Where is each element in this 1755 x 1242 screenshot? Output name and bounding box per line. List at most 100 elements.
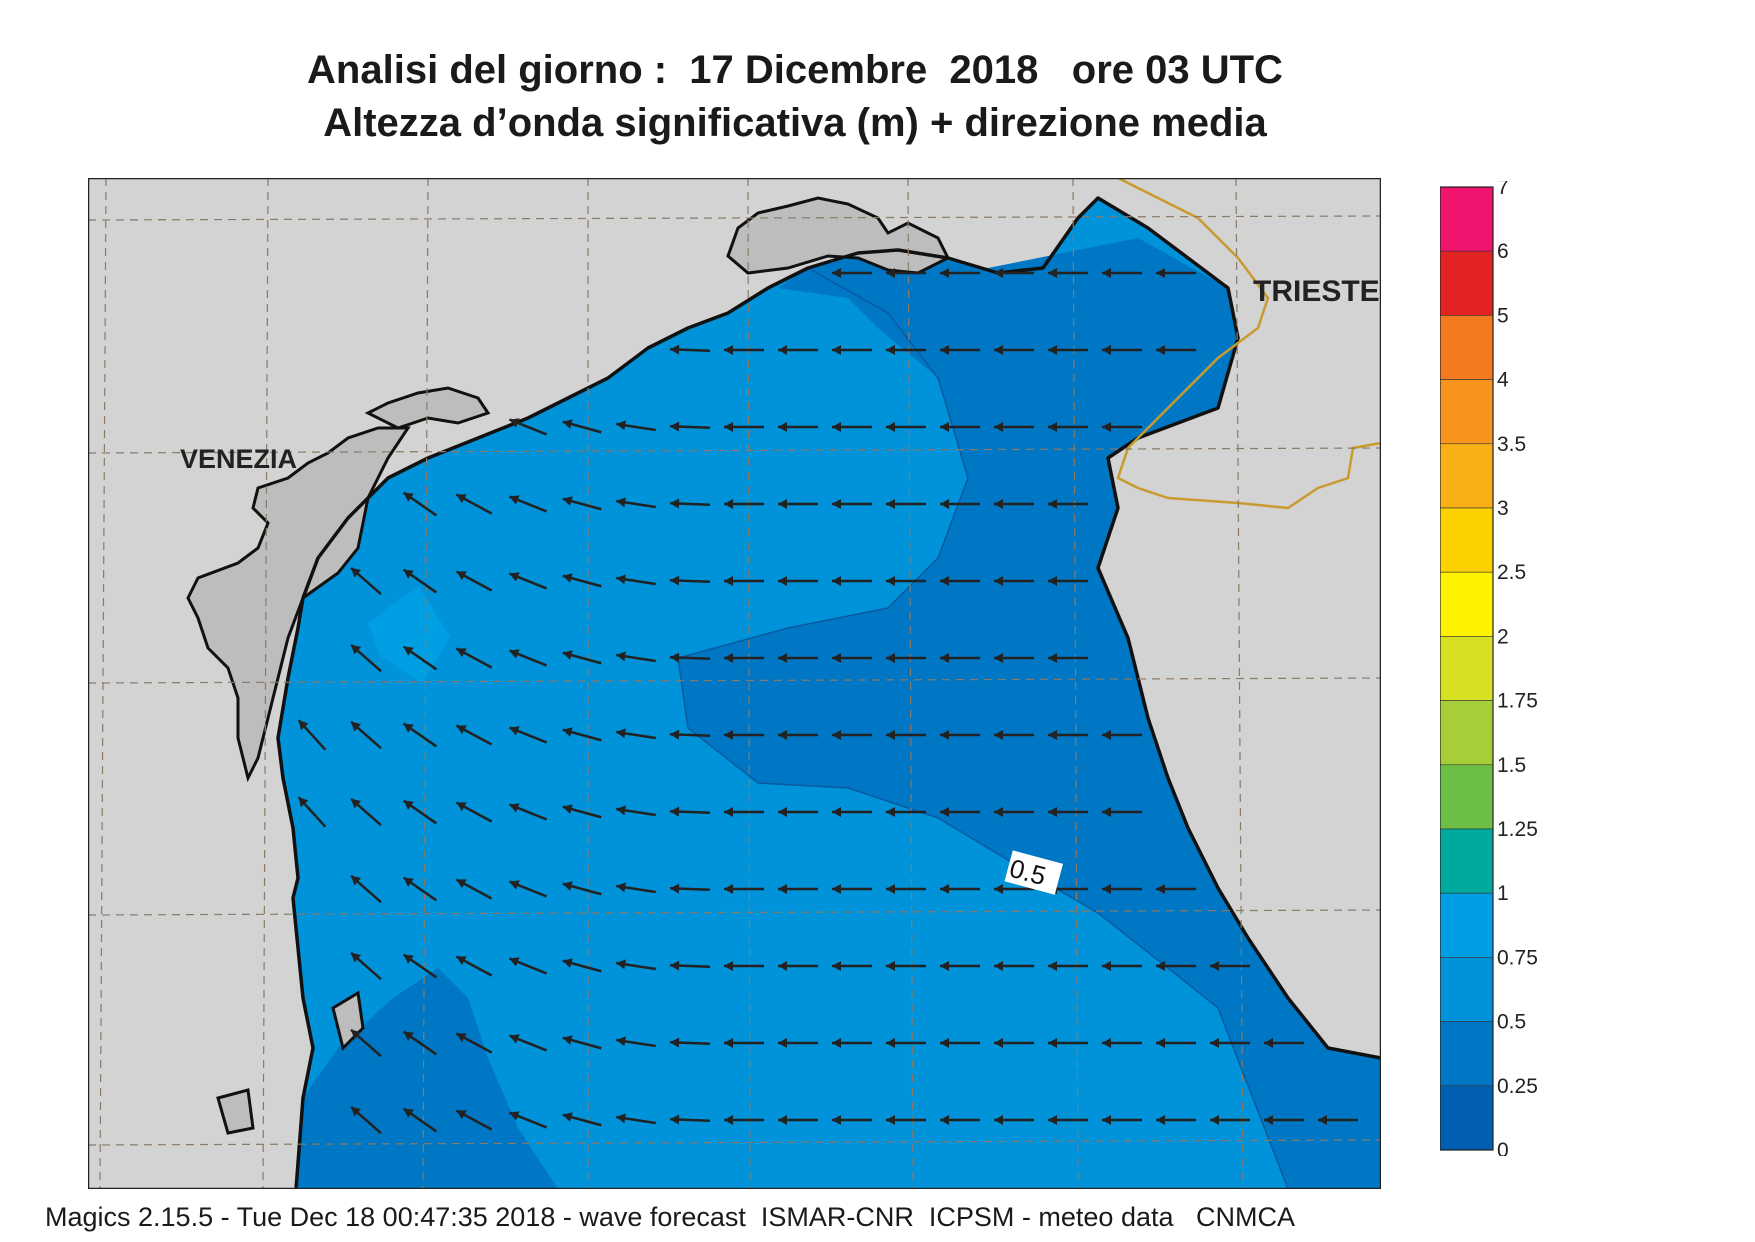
wave-arrow-head bbox=[616, 1036, 626, 1047]
wave-arrow-head bbox=[562, 727, 573, 737]
wave-arrow-head bbox=[940, 1115, 949, 1125]
wave-arrow-head bbox=[350, 567, 362, 578]
wave-arrow-head bbox=[670, 883, 680, 894]
wave-arrow-head bbox=[1156, 345, 1165, 355]
sea-band-0.25-0.5-east bbox=[678, 238, 1381, 1189]
wave-arrow-head bbox=[778, 576, 787, 586]
wave-arrow-head bbox=[562, 958, 573, 968]
wave-height-map: 0.5 VENEZIA TRIESTE bbox=[88, 178, 1381, 1189]
wave-arrow-head bbox=[616, 574, 626, 585]
colorbar-swatch bbox=[1440, 700, 1494, 766]
wave-arrow-head bbox=[778, 422, 787, 432]
wave-arrow-head bbox=[886, 653, 895, 663]
colorbar-label: 0.25 bbox=[1497, 1075, 1538, 1098]
wave-arrow-head bbox=[350, 798, 362, 809]
colorbar-label: 2.5 bbox=[1497, 561, 1526, 584]
wave-arrow-head bbox=[403, 492, 414, 502]
wave-arrow-head bbox=[1318, 1115, 1327, 1125]
colorbar-swatch bbox=[1440, 186, 1494, 252]
wave-arrow-head bbox=[1102, 1115, 1111, 1125]
wave-arrow-head bbox=[724, 653, 733, 663]
wave-arrow-head bbox=[616, 805, 626, 816]
sea-band-0.25-0.5-southwest bbox=[296, 968, 558, 1189]
wave-arrow-head bbox=[509, 649, 520, 659]
wave-arrow-head bbox=[1048, 807, 1057, 817]
wave-arrow-head bbox=[456, 1033, 467, 1043]
wave-arrow-head bbox=[832, 499, 841, 509]
wave-arrow-head bbox=[886, 807, 895, 817]
graticule bbox=[88, 178, 1381, 1189]
grado-lagoon-land bbox=[726, 196, 951, 275]
wave-arrow-head bbox=[994, 807, 1003, 817]
wave-arrow-head bbox=[403, 800, 414, 810]
wave-arrow-head bbox=[724, 807, 733, 817]
colorbar-swatch bbox=[1440, 892, 1494, 958]
wave-arrow-head bbox=[778, 1115, 787, 1125]
wave-arrow-head bbox=[724, 1115, 733, 1125]
wave-arrow-head bbox=[1048, 499, 1057, 509]
colorbar-legend: 7 6 5 4 3.5 3 2.5 2 1.75 1.5 1.25 1 0.75 0.5 0.25 0 bbox=[1440, 181, 1538, 1156]
wave-arrow-head bbox=[940, 730, 949, 740]
wave-arrow-head bbox=[509, 495, 520, 505]
wave-arrow-head bbox=[403, 1108, 414, 1118]
wave-arrow-head bbox=[670, 960, 680, 971]
wave-arrow-head bbox=[832, 884, 841, 894]
wave-arrow-head bbox=[1264, 1038, 1273, 1048]
wave-arrow-head bbox=[403, 569, 414, 579]
wave-arrow-head bbox=[1048, 653, 1057, 663]
wave-arrow-head bbox=[940, 807, 949, 817]
lagoon-land bbox=[186, 426, 411, 783]
wave-arrow-head bbox=[403, 877, 414, 887]
wave-arrow-head bbox=[670, 575, 680, 586]
wave-arrow-head bbox=[1048, 961, 1057, 971]
wave-arrow-head bbox=[456, 879, 467, 889]
wave-arrow-head bbox=[1102, 345, 1111, 355]
colorbar-label: 6 bbox=[1497, 240, 1509, 263]
colorbar-label: 2 bbox=[1497, 625, 1509, 648]
wave-arrow-head bbox=[670, 344, 680, 355]
wave-arrow-head bbox=[1048, 576, 1057, 586]
wave-arrow-head bbox=[886, 576, 895, 586]
colorbar-swatches bbox=[1440, 186, 1494, 1151]
wave-arrow-head bbox=[994, 499, 1003, 509]
colorbar-label: 0.75 bbox=[1497, 946, 1538, 969]
lagoon-island bbox=[364, 386, 491, 430]
national-border bbox=[1116, 178, 1381, 510]
wave-arrow-head bbox=[1102, 422, 1111, 432]
wave-arrow-head bbox=[403, 954, 414, 964]
wave-arrow-head bbox=[940, 653, 949, 663]
wave-arrow-head bbox=[1210, 961, 1219, 971]
wave-arrow-head bbox=[1156, 1038, 1165, 1048]
wave-arrow-head bbox=[509, 803, 520, 813]
wave-arrow-head bbox=[994, 1115, 1003, 1125]
wave-arrow-head bbox=[832, 345, 841, 355]
wave-arrow-head bbox=[509, 1111, 520, 1121]
colorbar-label: 1.25 bbox=[1497, 818, 1538, 841]
wave-arrow-head bbox=[456, 1110, 467, 1120]
wave-arrow-head bbox=[994, 653, 1003, 663]
wave-arrow-head bbox=[724, 576, 733, 586]
wave-arrow-head bbox=[994, 422, 1003, 432]
wave-arrow-head bbox=[724, 422, 733, 432]
wave-arrow-head bbox=[778, 1038, 787, 1048]
wave-arrow-head bbox=[456, 648, 467, 658]
colorbar-swatch bbox=[1440, 315, 1494, 380]
wave-arrow-head bbox=[616, 1113, 626, 1124]
wave-arrow-head bbox=[778, 807, 787, 817]
colorbar-label: 0.5 bbox=[1497, 1011, 1526, 1034]
wave-arrow-head bbox=[562, 804, 573, 814]
wave-arrow-head bbox=[832, 422, 841, 432]
colorbar-label: 7 bbox=[1497, 181, 1509, 199]
wave-arrow-head bbox=[994, 268, 1003, 278]
wave-arrow-head bbox=[832, 653, 841, 663]
colorbar-label: 0 bbox=[1497, 1139, 1509, 1156]
wave-arrow-head bbox=[562, 573, 573, 583]
wave-arrow-head bbox=[1048, 422, 1057, 432]
wave-arrow-head bbox=[994, 345, 1003, 355]
wave-arrow-head bbox=[940, 576, 949, 586]
wave-arrow-head bbox=[724, 884, 733, 894]
wave-arrow-head bbox=[1048, 1038, 1057, 1048]
colorbar-swatch bbox=[1440, 1021, 1494, 1087]
colorbar-label: 1 bbox=[1497, 882, 1509, 905]
wave-arrow-head bbox=[509, 726, 520, 736]
